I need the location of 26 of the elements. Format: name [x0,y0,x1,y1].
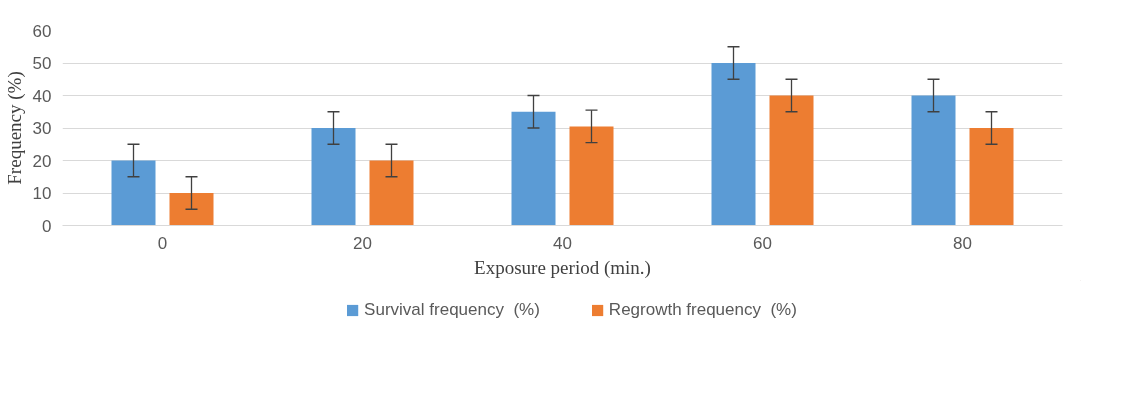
bar [511,111,556,226]
bar [169,193,214,226]
bar [369,160,414,226]
bar [311,128,356,226]
y-axis-title: Frequency (%) [3,71,26,185]
bar [711,63,756,226]
x-tick-label: 20 [353,233,372,253]
x-tick-label: 0 [157,233,168,253]
y-tick-label: 60 [32,21,52,41]
y-tick-label: 20 [32,151,52,171]
x-tick-label: 40 [553,233,572,253]
x-axis-title: Exposure period (min.) [474,256,651,279]
bar [769,95,814,226]
x-tick-label: 80 [953,233,972,253]
y-tick-label: 30 [32,119,52,138]
bar [111,160,156,226]
bar [911,95,956,226]
bar [569,126,614,226]
y-tick-label: 0 [42,216,52,236]
legend-label: Regrowth frequency (%) [608,300,797,320]
y-tick-label: 10 [32,184,52,203]
y-tick-label: 40 [32,86,52,106]
legend-label: Survival frequency (%) [364,300,540,320]
y-tick-label: 50 [32,54,52,73]
x-tick-label: 60 [753,233,772,253]
bar [969,128,1014,226]
